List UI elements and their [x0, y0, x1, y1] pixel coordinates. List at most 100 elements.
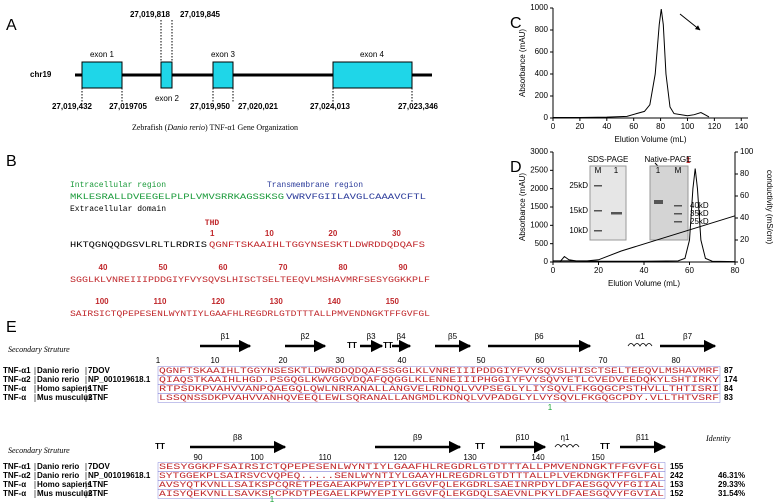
identity: 46.31%	[718, 471, 745, 480]
exon	[81, 61, 123, 89]
sequence: AISYQEKVNLLSAVKSPCPKDTPEGAELKPWYEPIYLGGV…	[159, 490, 664, 499]
seq-end: 153	[670, 480, 684, 489]
ruler-number: 140	[531, 453, 545, 462]
seq-species: Danio rerio	[37, 471, 79, 480]
y-tick-label: 0	[544, 113, 549, 122]
seq-species: Homo sapiens	[37, 384, 92, 393]
seq-id: 1TNF	[88, 480, 108, 489]
peak-label: 1	[686, 156, 691, 165]
y-tick-label: 800	[535, 25, 549, 34]
seq-species: Danio rerio	[37, 366, 79, 375]
structure-label: TT	[155, 442, 165, 451]
coordinate: 27,020,021	[238, 102, 279, 111]
x-axis-label: Elution Volume (mL)	[614, 135, 686, 144]
sequence: QGNFTSKAAIHLTGGYNSESKTLDWRDDQDQAFS	[209, 241, 425, 250]
seq-end: 155	[670, 462, 684, 471]
ruler-number: 30	[336, 356, 345, 365]
structure-label: β5	[448, 332, 458, 341]
exon-label: exon 4	[360, 50, 385, 59]
y-axis-label: Absorbance (mAU)	[518, 173, 527, 241]
sequence: SGGLKLVNREIIIPDDGIYFVYSQVSLHISCTSELTEEQV…	[70, 276, 430, 285]
x-tick-label: 20	[575, 122, 584, 131]
coordinate: 27,019,432	[52, 102, 93, 111]
seq-species: Danio rerio	[37, 462, 79, 471]
structure-label: TT	[475, 442, 485, 451]
sequence: RTPSDKPVAHVVANPQAEGQLQWLNRRANALLANGVELRD…	[159, 385, 719, 394]
structure-label: β4	[396, 332, 406, 341]
seq-id: NP_001019618.1	[88, 375, 151, 384]
seq-id: 2TNF	[88, 393, 108, 402]
exon	[160, 61, 173, 89]
ruler-number: 80	[672, 356, 681, 365]
caption-part: Danio rerio	[166, 123, 205, 132]
seq-end: 242	[670, 471, 684, 480]
region-label: Intracellular region	[70, 181, 166, 190]
ruler-number: 90	[194, 453, 203, 462]
x-tick-label: 20	[594, 266, 603, 275]
y-tick-label: 0	[544, 257, 549, 266]
gel	[589, 165, 627, 241]
seq-end: 174	[724, 375, 738, 384]
caption-part: Zebrafish (	[132, 123, 168, 132]
sequence: VWRVFGIILAVGLCAAAVCFTL	[286, 193, 426, 202]
lane-label: 1	[656, 166, 661, 175]
exon	[332, 61, 413, 89]
residue-number: 110	[154, 297, 167, 306]
sequence: SYTGGEKPLSAIRSVCVQPEQ.....SENLWYNTIYLGAA…	[159, 472, 664, 481]
ruler-number: 130	[463, 453, 477, 462]
seq-id: 1TNF	[88, 384, 108, 393]
marker-label: 40kD	[690, 201, 709, 210]
sequence: AVSYQTKVNLLSAIKSPCQRETPEGAEAKPWYEPIYLGGV…	[159, 481, 664, 490]
exon-label: exon 1	[90, 50, 115, 59]
residue-number: 130	[269, 297, 283, 306]
structure-label: TT	[600, 442, 610, 451]
ruler-number: 150	[591, 453, 605, 462]
panel-label: A	[6, 17, 17, 34]
residue-number: 70	[279, 263, 288, 272]
y2-tick-label: 60	[740, 191, 749, 200]
exon-label: exon 3	[211, 50, 236, 59]
y-tick-label: 2500	[530, 165, 548, 174]
secondary-structure-label: Secondary Struture	[8, 345, 70, 354]
sequence-panel: Intracellular region Transmembrane regio…	[70, 181, 430, 319]
structure-label: α1	[635, 332, 645, 341]
gel-title: Native-PAGE	[645, 155, 692, 164]
ruler-number: 50	[477, 356, 486, 365]
residue-number: 60	[219, 263, 228, 272]
seq-name: TNF-α	[3, 480, 26, 489]
panel-label: B	[6, 153, 17, 170]
coordinate: 27,019,845	[180, 10, 221, 19]
structure-label: β6	[534, 332, 544, 341]
residue-number: 40	[99, 263, 108, 272]
x-tick-label: 40	[602, 122, 611, 131]
residue-number: 90	[399, 263, 408, 272]
y2-tick-label: 100	[740, 147, 754, 156]
x-tick-label: 120	[708, 122, 722, 131]
structure-label: TT	[347, 341, 357, 350]
disulfide-marker: 1	[548, 403, 553, 412]
y-tick-label: 600	[535, 47, 549, 56]
seq-name: TNF-α1	[3, 462, 31, 471]
secondary-structure-label: Secondary Struture	[8, 446, 70, 455]
y-axis-label: Absorbance (mAU)	[518, 29, 527, 97]
seq-end: 84	[724, 384, 733, 393]
y-tick-label: 1000	[530, 3, 548, 12]
structure-label: β2	[300, 332, 310, 341]
seq-box	[157, 393, 721, 403]
y-tick-label: 500	[535, 239, 549, 248]
seq-species: Mus musculus	[37, 393, 93, 402]
sequence: HKTQGNQQDGSVLRLTLRDRIS	[70, 241, 207, 250]
x-tick-label: 80	[731, 266, 740, 275]
chromosome: chr19	[30, 70, 52, 79]
structure-label: β3	[366, 332, 376, 341]
seq-name: TNF-α	[3, 489, 26, 498]
residue-number: 120	[211, 297, 225, 306]
y2-tick-label: 0	[740, 257, 745, 266]
seq-id: NP_001019618.1	[88, 471, 151, 480]
residue-number: 80	[339, 263, 348, 272]
gel-inset: SDS-PAGE Native-PAGE M 1 1 M 25kD 15kD 1…	[569, 155, 709, 241]
panel-label: E	[6, 319, 17, 336]
seq-species: Homo sapiens	[37, 480, 92, 489]
gel-title: SDS-PAGE	[588, 155, 629, 164]
